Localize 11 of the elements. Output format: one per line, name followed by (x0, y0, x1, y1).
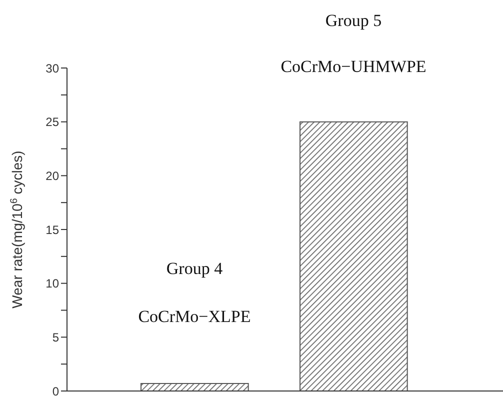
y-tick-label: 5 (52, 330, 60, 344)
annotation: CoCrMo−UHMWPE (280, 57, 428, 77)
y-tick-label: 0 (52, 384, 60, 398)
y-tick-label: 25 (46, 115, 60, 130)
y-tick-label: 15 (46, 222, 60, 237)
y-tick-label: 10 (46, 276, 60, 291)
y-tick-label: 30 (46, 61, 60, 76)
y-tick-label: 20 (46, 168, 60, 183)
text: Group 5 (324, 11, 383, 31)
annotation: CoCrMo−XLPE (137, 307, 252, 327)
annotation: Group 4 (165, 259, 224, 279)
